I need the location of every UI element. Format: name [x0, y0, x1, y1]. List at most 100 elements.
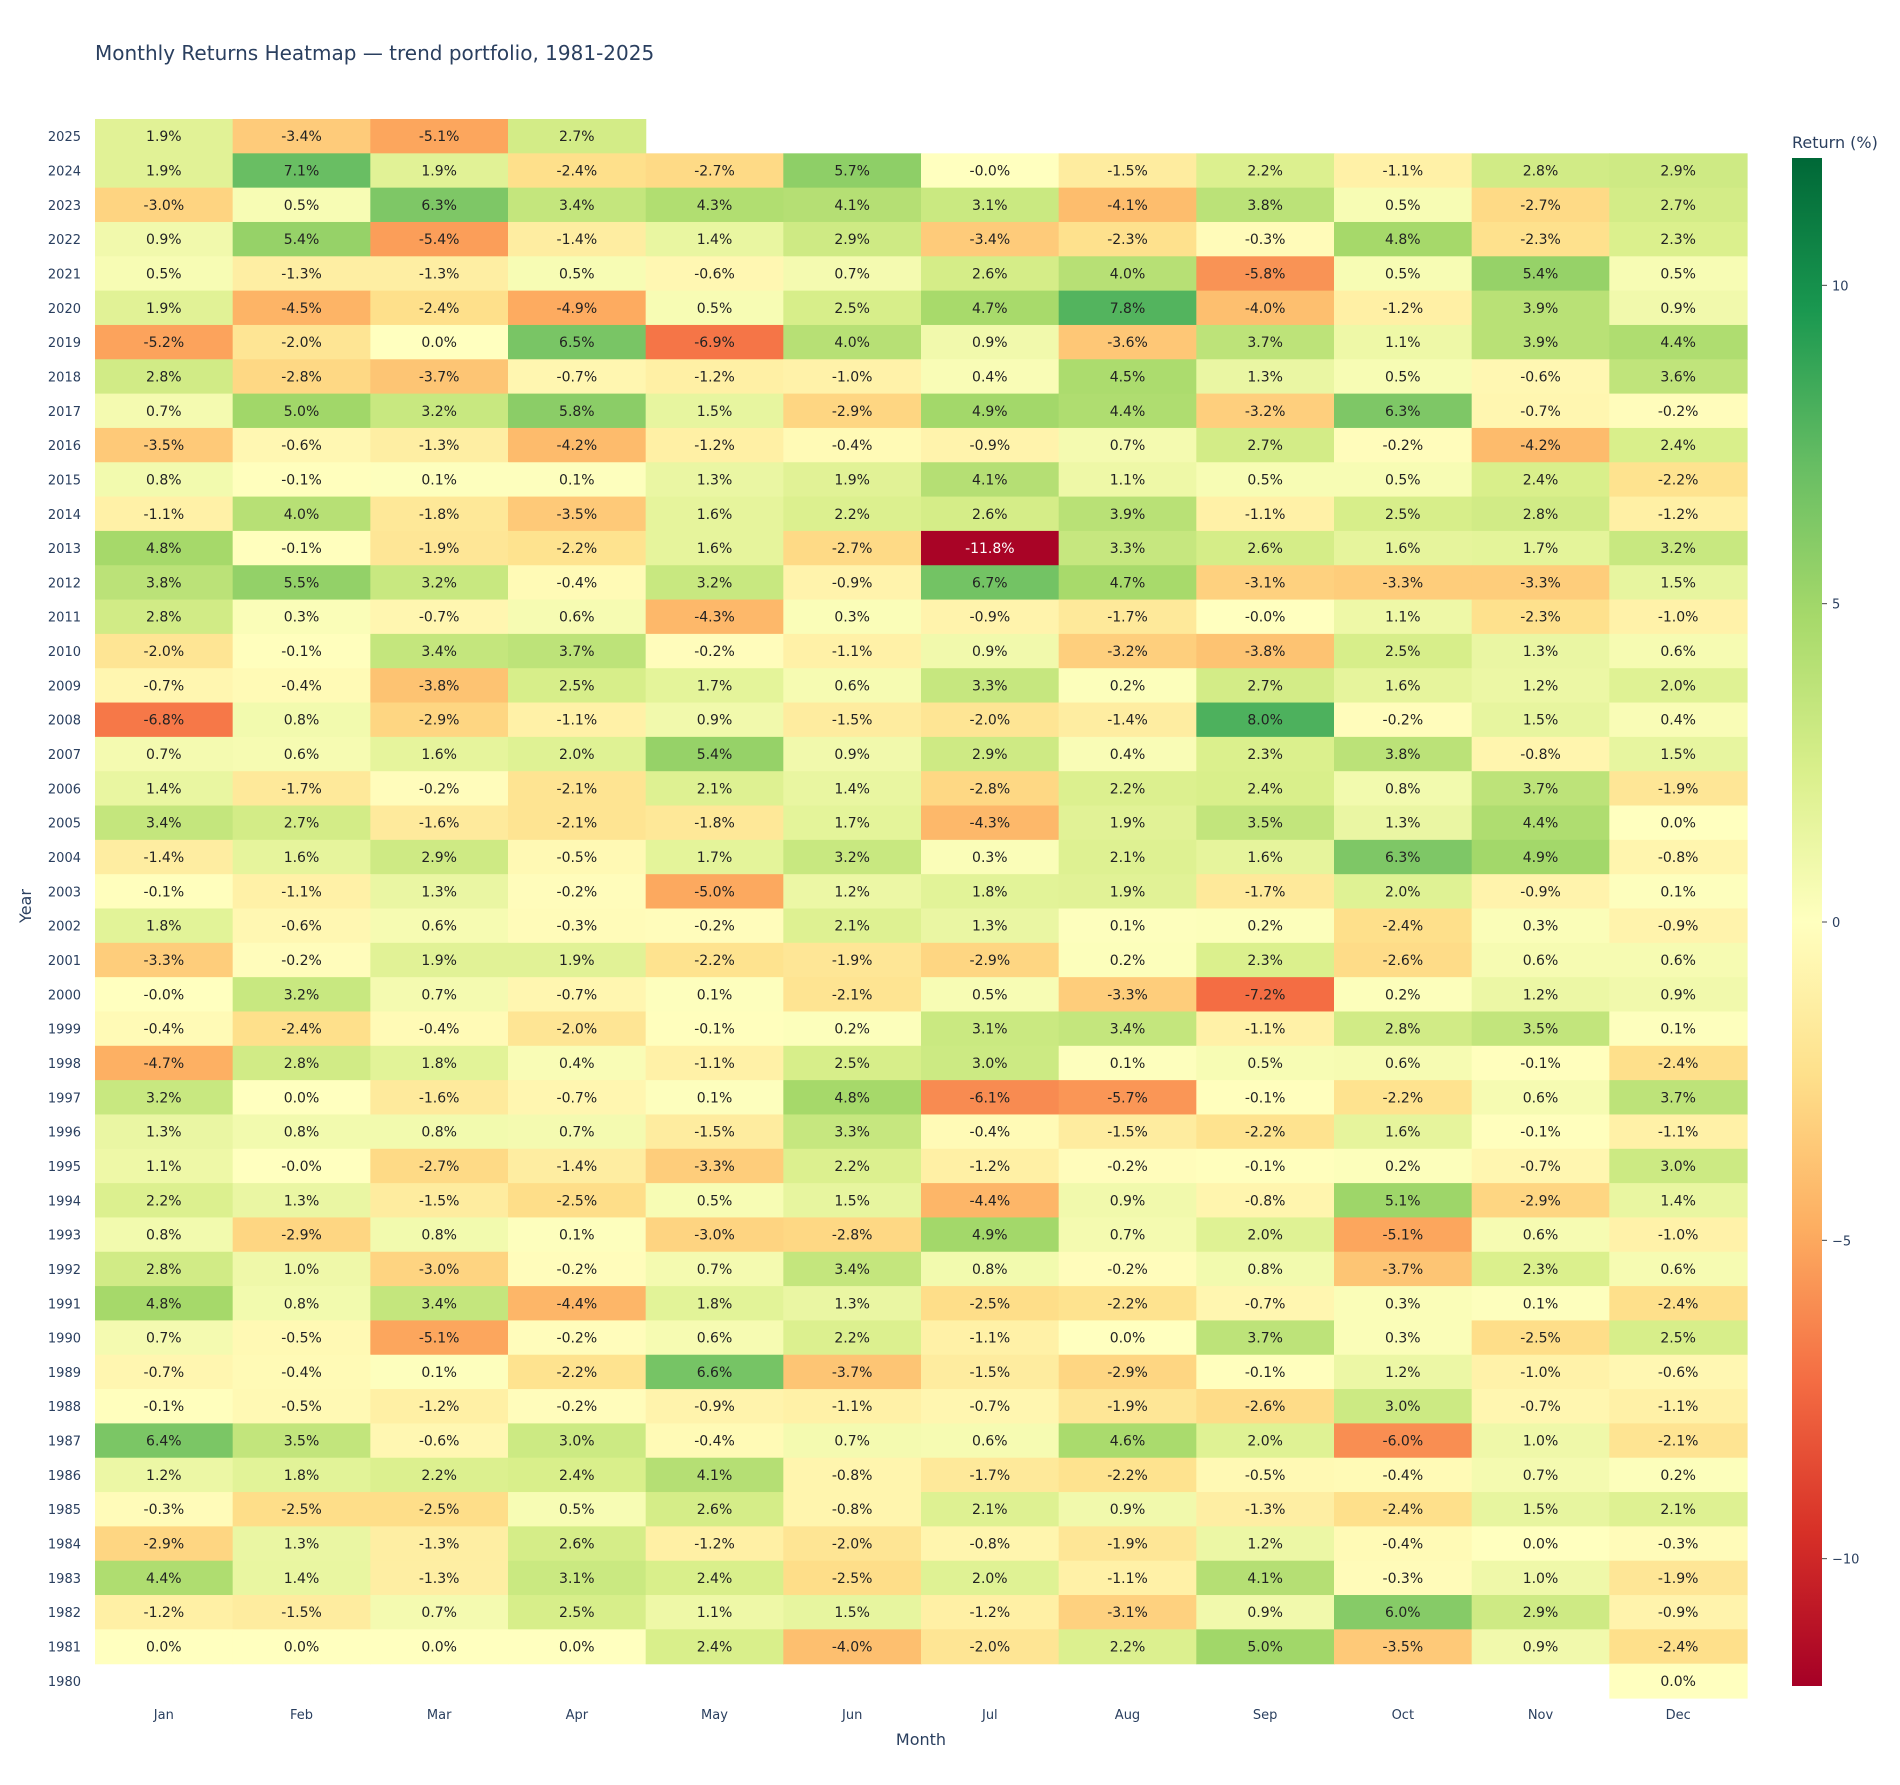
- colorbar: Return (%) 10 5 0 −5 −10: [1792, 133, 1878, 1686]
- heatmap-cell: [1196, 1560, 1335, 1596]
- heatmap-cell: [370, 462, 509, 498]
- cell-value-label: 3.3%: [834, 1125, 870, 1141]
- cell-value-label: 0.1%: [1110, 919, 1146, 935]
- cell-value-label: -0.8%: [1520, 747, 1561, 763]
- heatmap-cell: [508, 1114, 647, 1150]
- heatmap-cell: [783, 565, 922, 601]
- heatmap-cell: [921, 1286, 1060, 1322]
- cell-value-label: 3.5%: [1523, 1022, 1559, 1038]
- cell-value-label: -0.8%: [970, 1537, 1011, 1553]
- heatmap-cell: [1058, 1183, 1197, 1219]
- cell-value-label: -1.7%: [281, 781, 322, 797]
- heatmap-cell: [370, 256, 509, 292]
- heatmap-cell: [1196, 1629, 1335, 1665]
- heatmap-cell: [921, 702, 1060, 738]
- cell-value-label: 0.7%: [146, 747, 182, 763]
- cell-value-label: 0.6%: [834, 678, 870, 694]
- heatmap-cell: [645, 839, 784, 875]
- heatmap-cell: [232, 187, 371, 223]
- cell-value-label: 6.5%: [559, 335, 595, 351]
- cell-value-label: 2.8%: [146, 610, 182, 626]
- cell-value-label: -2.2%: [1383, 1090, 1424, 1106]
- heatmap-cell: [508, 839, 647, 875]
- cell-value-label: 0.0%: [421, 335, 457, 351]
- heatmap-cell: [1609, 290, 1748, 326]
- cell-value-label: -5.8%: [1245, 266, 1286, 282]
- heatmap-cell: [645, 1457, 784, 1493]
- x-tick-label: Sep: [1253, 1708, 1278, 1723]
- cell-value-label: 1.5%: [1660, 575, 1696, 591]
- heatmap-cell: [1196, 702, 1335, 738]
- y-tick-label: 1999: [48, 1023, 81, 1038]
- y-tick-label: 2024: [48, 164, 81, 179]
- cell-value-label: -1.1%: [1658, 1399, 1699, 1415]
- y-tick-label: 2000: [48, 988, 81, 1003]
- cell-value-label: -2.4%: [1383, 1502, 1424, 1518]
- heatmap-cell: [370, 221, 509, 257]
- heatmap-cell: [232, 633, 371, 669]
- heatmap-cell: [370, 599, 509, 635]
- heatmap-cell: [921, 1217, 1060, 1253]
- cell-value-label: 2.2%: [1110, 781, 1146, 797]
- cell-value-label: 3.6%: [1660, 369, 1696, 385]
- heatmap-cell: [1609, 1251, 1748, 1287]
- cell-value-label: 1.2%: [834, 884, 870, 900]
- cell-value-label: -0.1%: [144, 1399, 185, 1415]
- heatmap-cell: [783, 221, 922, 257]
- cell-value-label: 0.8%: [284, 1296, 320, 1312]
- cell-value-label: -1.0%: [1658, 1228, 1699, 1244]
- cell-value-label: -0.2%: [1658, 404, 1699, 420]
- cell-value-label: 2.9%: [972, 747, 1008, 763]
- y-tick-label: 1989: [48, 1366, 81, 1381]
- heatmap-cell: [921, 1011, 1060, 1047]
- heatmap-cell: [508, 1320, 647, 1356]
- cell-value-label: 4.4%: [146, 1571, 182, 1587]
- cell-value-label: 1.5%: [834, 1605, 870, 1621]
- y-tick-label: 2018: [48, 370, 81, 385]
- heatmap-cell: [370, 1457, 509, 1493]
- cell-value-label: -0.7%: [970, 1399, 1011, 1415]
- cell-value-label: -0.2%: [557, 884, 598, 900]
- cell-value-label: 1.7%: [834, 816, 870, 832]
- heatmap-cell: [1196, 1011, 1335, 1047]
- heatmap-cell: [1609, 1423, 1748, 1459]
- heatmap-cell: [783, 805, 922, 841]
- cell-value-label: 2.6%: [972, 266, 1008, 282]
- cell-value-label: 0.7%: [421, 1605, 457, 1621]
- x-tick-labels: Jan Feb Mar Apr May Jun Jul Aug Sep Oct Nov Dec: [153, 1708, 1691, 1723]
- cell-value-label: -1.5%: [419, 1193, 460, 1209]
- cell-value-label: 0.8%: [972, 1262, 1008, 1278]
- heatmap-cell: [645, 221, 784, 257]
- heatmap-cell: [921, 1354, 1060, 1390]
- heatmap-cell: [1471, 771, 1610, 807]
- cell-value-label: 1.6%: [1247, 850, 1283, 866]
- cell-value-label: -3.0%: [144, 198, 185, 214]
- y-tick-label: 2007: [48, 748, 81, 763]
- cell-value-label: 1.1%: [146, 1159, 182, 1175]
- cell-value-label: 1.0%: [1523, 1571, 1559, 1587]
- heatmap-cell: [783, 1011, 922, 1047]
- cell-value-label: -3.2%: [1107, 644, 1148, 660]
- heatmap-cell: [508, 1251, 647, 1287]
- cell-value-label: -0.4%: [1383, 1468, 1424, 1484]
- cell-value-label: 0.9%: [972, 644, 1008, 660]
- heatmap-cell: [1058, 256, 1197, 292]
- heatmap-cell: [783, 1560, 922, 1596]
- heatmap-cell: [508, 1389, 647, 1424]
- cell-value-label: -2.4%: [1383, 919, 1424, 935]
- heatmap-cell: [921, 290, 1060, 326]
- cell-value-label: 1.6%: [1385, 678, 1421, 694]
- heatmap-cell: [783, 359, 922, 395]
- heatmap-cell: [1058, 736, 1197, 772]
- cell-value-label: -11.8%: [965, 541, 1015, 557]
- x-tick-label: Nov: [1528, 1708, 1554, 1723]
- cell-value-label: 4.0%: [834, 335, 870, 351]
- heatmap-cell: [370, 1629, 509, 1665]
- cell-value-label: -1.0%: [832, 369, 873, 385]
- heatmap-cell: [1196, 1595, 1335, 1630]
- cell-value-label: 2.6%: [1247, 541, 1283, 557]
- heatmap-cell: [645, 427, 784, 463]
- cell-value-label: 3.7%: [1247, 335, 1283, 351]
- cell-value-label: -2.2%: [1107, 1468, 1148, 1484]
